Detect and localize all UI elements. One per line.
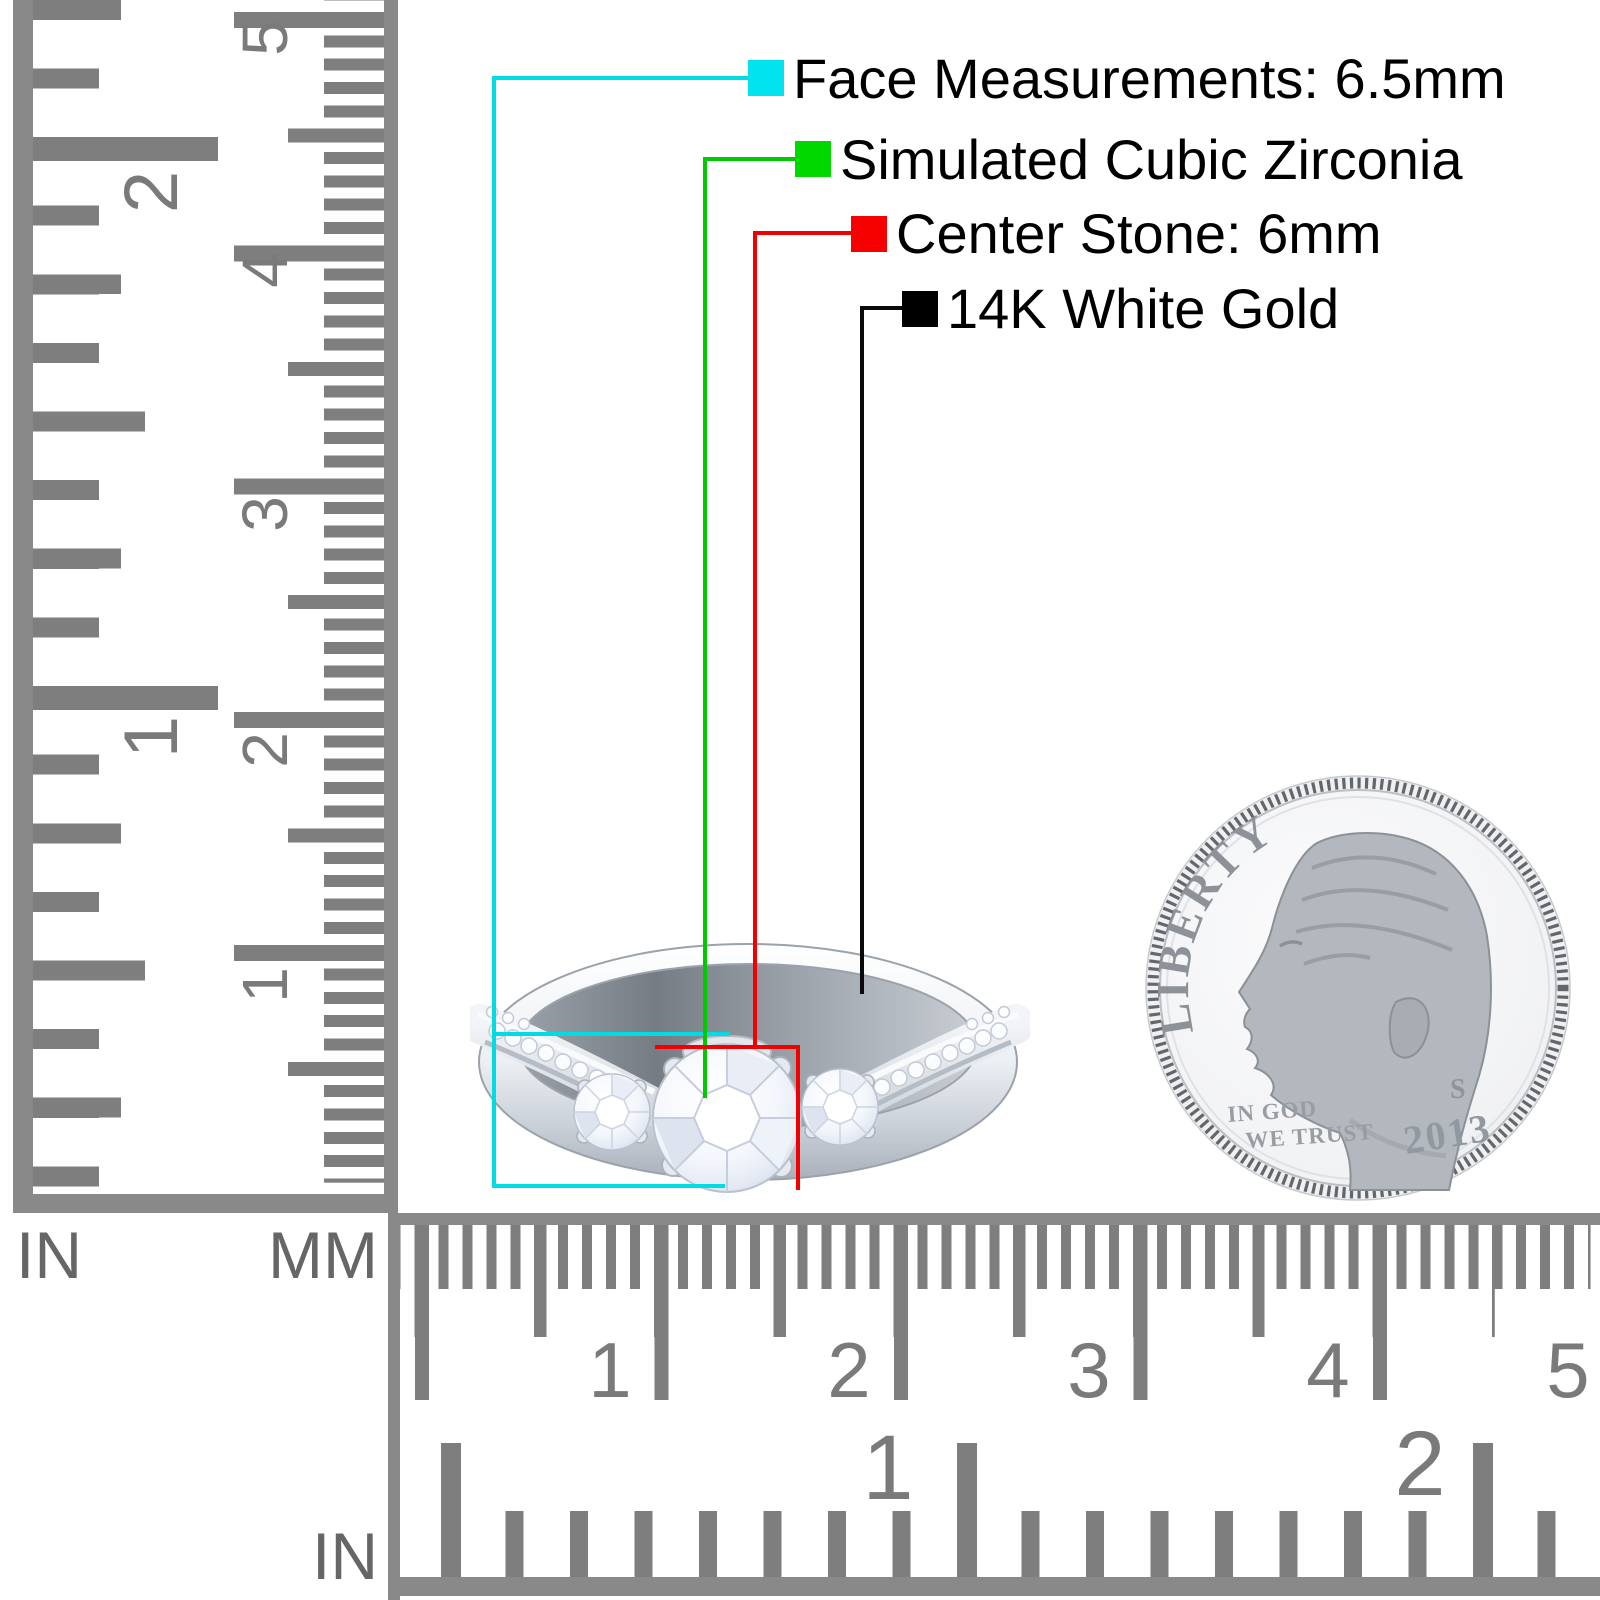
inch-ruler-ticks [33,0,218,1194]
mm-label: 1 [588,1326,632,1414]
callout-label-stone: Center Stone: 6mm [896,202,1382,265]
portrait-ear [1388,997,1430,1059]
mm-label: 3 [229,496,301,532]
leader-line-stone [655,1045,800,1049]
ruler-left-edge [388,1213,400,1600]
inch-label: 1 [862,1417,914,1519]
leader-line-face [492,76,496,1188]
inch-label: 2 [1394,1413,1446,1515]
center-stone [652,1043,802,1193]
mm-label: 4 [229,252,301,288]
leader-line-stone [796,1045,800,1190]
dime-coin: LIBERTY IN GOD WE TRUST S 2013 [1145,775,1571,1201]
vertical-ruler: 2 1 5 4 3 2 1 [0,0,400,1213]
mm-label: 5 [229,20,301,56]
mm-label: 3 [1067,1326,1111,1414]
portrait-hair-lines [1295,855,1453,966]
mm-unit-label: MM [268,1218,378,1292]
color-swatch-metal [902,291,938,327]
bottom-mm-ticks [400,1225,1600,1400]
mm-ruler-ticks [198,0,384,1194]
inch-label: 2 [109,170,194,214]
inch-unit-label: IN [312,1519,378,1593]
ruler-bottom-edge [400,1577,1600,1596]
portrait-eye [1279,940,1303,948]
ruler-top-edge [388,1213,1600,1225]
coin-portrait [1237,832,1492,1191]
mm-label: 5 [1546,1326,1590,1414]
color-swatch-stone [851,216,887,252]
mm-label: 2 [229,732,301,768]
inch-label: 1 [109,715,194,759]
inch-unit-label: IN [16,1218,82,1292]
ring-photo [470,943,1030,1193]
coin-reeded-edge [1147,777,1569,1199]
leader-line-metal [860,306,902,310]
mm-label: 1 [229,967,301,1003]
leader-line-cz [703,157,795,161]
color-swatch-face [748,60,784,96]
bottom-inch-ticks [400,1443,1600,1577]
portrait-neck-shadow [1348,1117,1447,1159]
color-swatch-cz [795,141,831,177]
callout-label-face: Face Measurements: 6.5mm [793,47,1506,110]
coin-motto-line1: IN GOD [1227,1096,1318,1127]
mm-ruler-edge [384,0,398,1194]
ruler-end-cap [13,1194,398,1213]
leader-line-face [492,76,748,80]
side-stone-left [573,1073,651,1151]
callout-label-metal: 14K White Gold [947,277,1340,340]
callout-label-cz: Simulated Cubic Zirconia [840,128,1463,191]
inch-ruler-edge [13,0,33,1194]
leader-line-face [492,1032,730,1036]
leader-line-stone [753,231,757,1049]
leader-line-stone [753,231,851,235]
horizontal-ruler [0,1213,1600,1600]
side-stone-right [801,1068,879,1146]
mm-label: 4 [1306,1326,1350,1414]
leader-line-metal [860,306,864,994]
coin-mint-mark: S [1450,1074,1466,1105]
leader-line-cz [703,157,707,1098]
leader-line-face [492,1184,725,1188]
mm-label: 2 [827,1326,871,1414]
